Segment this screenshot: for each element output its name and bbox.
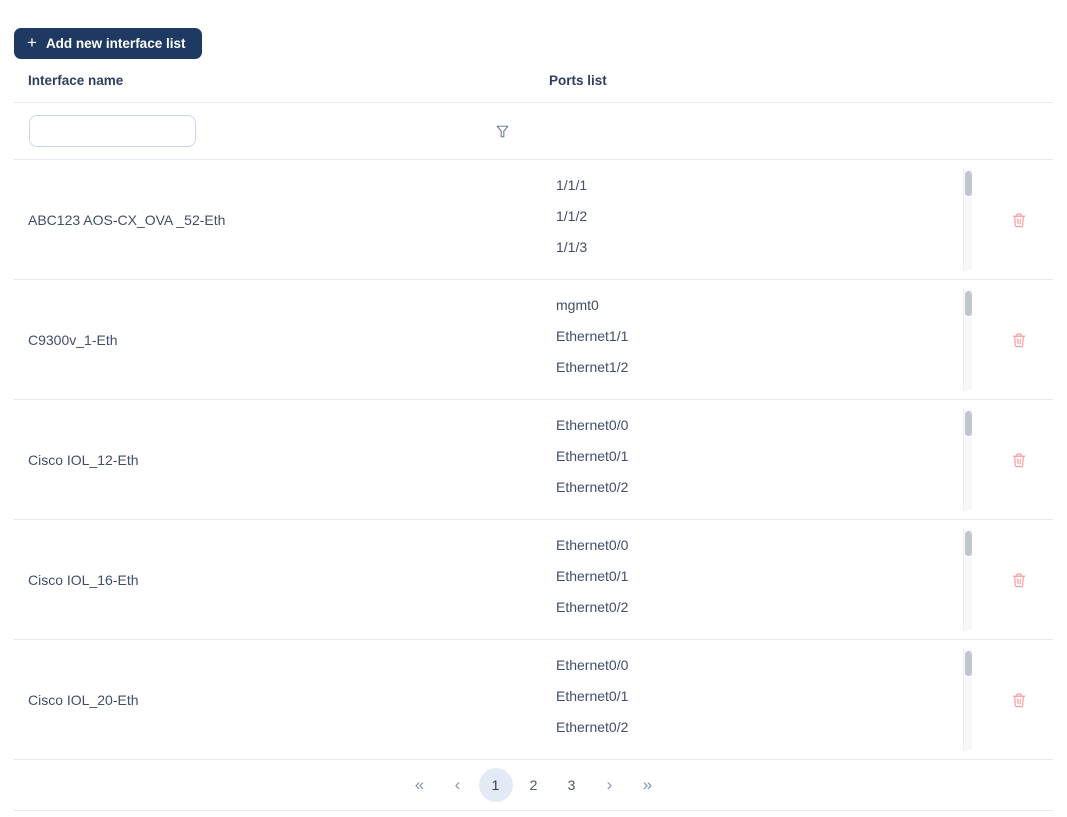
port-item: Ethernet0/1 xyxy=(556,448,629,464)
paginator-prev-button[interactable]: ‹ xyxy=(441,768,475,802)
port-item: Ethernet0/2 xyxy=(556,479,629,495)
port-item: Ethernet0/1 xyxy=(556,688,629,704)
paginator-first-button[interactable]: « xyxy=(403,768,437,802)
table-row: Cisco IOL_20-Eth Ethernet0/0 Ethernet0/1 E… xyxy=(14,640,1053,760)
ports-scrollbar[interactable] xyxy=(963,409,972,511)
ports-scroll-area[interactable]: mgmt0 Ethernet1/1 Ethernet1/2 xyxy=(556,290,985,390)
table-row: Cisco IOL_16-Eth Ethernet0/0 Ethernet0/1 E… xyxy=(14,520,1053,640)
add-button-label: Add new interface list xyxy=(45,36,186,51)
ports-list-cell: Ethernet0/0 Ethernet0/1 Ethernet0/2 xyxy=(542,520,985,640)
port-item: Ethernet0/2 xyxy=(556,599,629,615)
delete-interface-list-button[interactable] xyxy=(1007,208,1031,232)
table-row: ABC123 AOS-CX_OVA _52-Eth 1/1/1 1/1/2 1/1/… xyxy=(14,160,1053,280)
port-item: Ethernet0/0 xyxy=(556,657,629,673)
paginator-page-3[interactable]: 3 xyxy=(555,768,589,802)
trash-icon xyxy=(1010,451,1028,469)
ports-list-cell: mgmt0 Ethernet1/1 Ethernet1/2 xyxy=(542,280,985,400)
port-item: Ethernet0/0 xyxy=(556,417,629,433)
ports-scrollbar[interactable] xyxy=(963,529,972,631)
interface-name-cell: C9300v_1-Eth xyxy=(14,280,542,400)
paginator-last-button[interactable]: » xyxy=(631,768,665,802)
ports-scrollbar-thumb[interactable] xyxy=(965,171,972,196)
interface-name-cell: Cisco IOL_16-Eth xyxy=(14,520,542,640)
port-item: 1/1/1 xyxy=(556,177,588,193)
plus-icon: + xyxy=(27,33,37,52)
name-filter-cell xyxy=(14,115,542,147)
interface-name: Cisco IOL_16-Eth xyxy=(28,572,139,588)
interface-name-cell: Cisco IOL_20-Eth xyxy=(14,640,542,760)
delete-interface-list-button[interactable] xyxy=(1007,448,1031,472)
ports-scrollbar[interactable] xyxy=(963,289,972,391)
port-item: mgmt0 xyxy=(556,297,599,313)
column-header-interface-name: Interface name xyxy=(28,73,124,88)
ports-list-cell: Ethernet0/0 Ethernet0/1 Ethernet0/2 xyxy=(542,640,985,760)
table-filter-row xyxy=(14,103,1053,160)
ports-scroll-area[interactable]: Ethernet0/0 Ethernet0/1 Ethernet0/2 xyxy=(556,650,985,750)
ports-scrollbar[interactable] xyxy=(963,649,972,751)
ports-list-cell: 1/1/1 1/1/2 1/1/3 xyxy=(542,160,985,280)
port-item: Ethernet1/2 xyxy=(556,359,629,375)
table-body: ABC123 AOS-CX_OVA _52-Eth 1/1/1 1/1/2 1/1/… xyxy=(14,160,1053,760)
ports-scroll-area[interactable]: Ethernet0/0 Ethernet0/1 Ethernet0/2 xyxy=(556,530,985,630)
ports-scrollbar-thumb[interactable] xyxy=(965,411,972,436)
ports-list-cell: Ethernet0/0 Ethernet0/1 Ethernet0/2 xyxy=(542,400,985,520)
port-item: 1/1/3 xyxy=(556,239,588,255)
port-item: Ethernet0/0 xyxy=(556,537,629,553)
paginator-next-button[interactable]: › xyxy=(593,768,627,802)
delete-interface-list-button[interactable] xyxy=(1007,328,1031,352)
table-row: Cisco IOL_12-Eth Ethernet0/0 Ethernet0/1 E… xyxy=(14,400,1053,520)
delete-interface-list-button[interactable] xyxy=(1007,688,1031,712)
interface-name-cell: Cisco IOL_12-Eth xyxy=(14,400,542,520)
row-actions-cell xyxy=(985,280,1053,400)
ports-scroll-area[interactable]: Ethernet0/0 Ethernet0/1 Ethernet0/2 xyxy=(556,410,985,510)
interface-name-cell: ABC123 AOS-CX_OVA _52-Eth xyxy=(14,160,542,280)
interface-name: Cisco IOL_12-Eth xyxy=(28,452,139,468)
trash-icon xyxy=(1010,691,1028,709)
ports-scrollbar[interactable] xyxy=(963,169,972,271)
column-header-ports-list: Ports list xyxy=(549,73,607,88)
interface-list-table: Interface name Ports list ABC123 AOS-CX_… xyxy=(14,59,1053,811)
row-actions-cell xyxy=(985,640,1053,760)
interface-name-filter-input[interactable] xyxy=(29,115,196,147)
port-item: Ethernet0/2 xyxy=(556,719,629,735)
paginator-page-1[interactable]: 1 xyxy=(478,768,513,802)
add-new-interface-list-button[interactable]: + Add new interface list xyxy=(14,28,203,59)
row-actions-cell xyxy=(985,520,1053,640)
trash-icon xyxy=(1010,571,1028,589)
ports-scrollbar-thumb[interactable] xyxy=(965,531,972,556)
port-item: Ethernet0/1 xyxy=(556,568,629,584)
interface-name: C9300v_1-Eth xyxy=(28,332,118,348)
row-actions-cell xyxy=(985,160,1053,280)
trash-icon xyxy=(1010,211,1028,229)
interface-name: Cisco IOL_20-Eth xyxy=(28,692,139,708)
ports-scrollbar-thumb[interactable] xyxy=(965,291,972,316)
port-item: Ethernet1/1 xyxy=(556,328,629,344)
filter-menu-button[interactable] xyxy=(488,117,516,145)
port-item: 1/1/2 xyxy=(556,208,588,224)
table-header-row: Interface name Ports list xyxy=(14,59,1053,103)
ports-scroll-area[interactable]: 1/1/1 1/1/2 1/1/3 xyxy=(556,170,985,270)
ports-scrollbar-thumb[interactable] xyxy=(965,651,972,676)
row-actions-cell xyxy=(985,400,1053,520)
funnel-icon xyxy=(494,123,511,140)
interface-name: ABC123 AOS-CX_OVA _52-Eth xyxy=(28,212,226,228)
trash-icon xyxy=(1010,331,1028,349)
table-row: C9300v_1-Eth mgmt0 Ethernet1/1 Ethernet1/2 xyxy=(14,280,1053,400)
paginator-page-2[interactable]: 2 xyxy=(517,768,551,802)
delete-interface-list-button[interactable] xyxy=(1007,568,1031,592)
